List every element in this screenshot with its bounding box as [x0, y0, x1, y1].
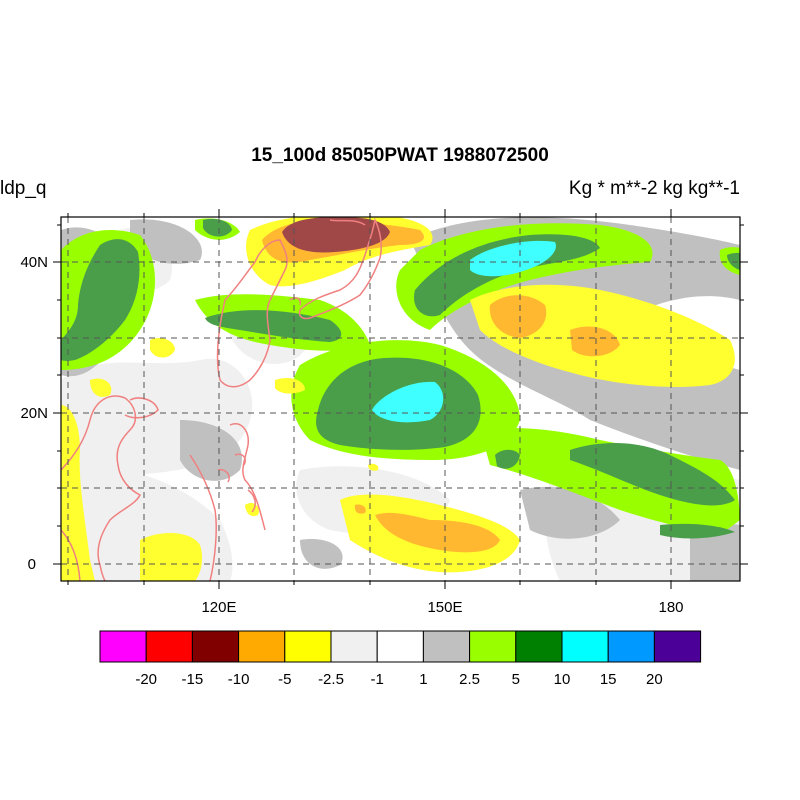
- colorbar-box: [422, 630, 471, 663]
- colorbar-box: [99, 630, 147, 663]
- lon-tick-120e: 120E: [201, 599, 236, 616]
- colorbar-box: [653, 630, 702, 663]
- colorbar-label: -20: [135, 671, 157, 688]
- colorbar: -20 -15 -10 -5 -2.5 -1 1 2.5 5 10 15 20: [99, 630, 702, 688]
- colorbar-label: -2.5: [318, 671, 344, 688]
- colorbar-box: [191, 630, 240, 663]
- lon-tick-150e: 150E: [427, 599, 462, 616]
- gridlines: [61, 217, 740, 581]
- colorbar-label: -1: [371, 671, 384, 688]
- colorbar-label: -15: [182, 671, 204, 688]
- colorbar-label: 5: [512, 671, 520, 688]
- colorbar-label: 20: [646, 671, 663, 688]
- colorbar-label: 15: [600, 671, 617, 688]
- units-label: Kg * m**-2 kg kg**-1: [568, 178, 740, 199]
- field-cyan: [372, 240, 556, 423]
- colorbar-box: [469, 630, 517, 663]
- field-dark-red: [282, 217, 390, 253]
- colorbar-box: [376, 630, 424, 663]
- colorbar-box: [561, 630, 609, 663]
- colorbar-label: 10: [554, 671, 571, 688]
- colorbar-label: 1: [419, 671, 427, 688]
- plot-title: 15_100d 85050PWAT 1988072500: [251, 145, 549, 166]
- colorbar-box: [515, 630, 563, 663]
- lat-tick-20n: 20N: [20, 405, 48, 422]
- variable-label: ldp_q: [0, 178, 47, 199]
- lat-tick-40n: 40N: [20, 254, 48, 271]
- colorbar-label: -10: [228, 671, 250, 688]
- map-field: [61, 217, 740, 581]
- axis-ticks: [53, 209, 748, 589]
- colorbar-box: [330, 630, 378, 663]
- coastline-outlines: [61, 217, 382, 581]
- colorbar-box: [284, 630, 332, 663]
- colorbar-box: [607, 630, 655, 663]
- colorbar-box: [238, 630, 286, 663]
- map-frame: [60, 216, 741, 582]
- colorbar-box: [145, 630, 193, 663]
- lon-tick-180: 180: [658, 599, 683, 616]
- colorbar-label: 2.5: [459, 671, 480, 688]
- colorbar-label: -5: [278, 671, 291, 688]
- lat-tick-0: 0: [28, 556, 36, 573]
